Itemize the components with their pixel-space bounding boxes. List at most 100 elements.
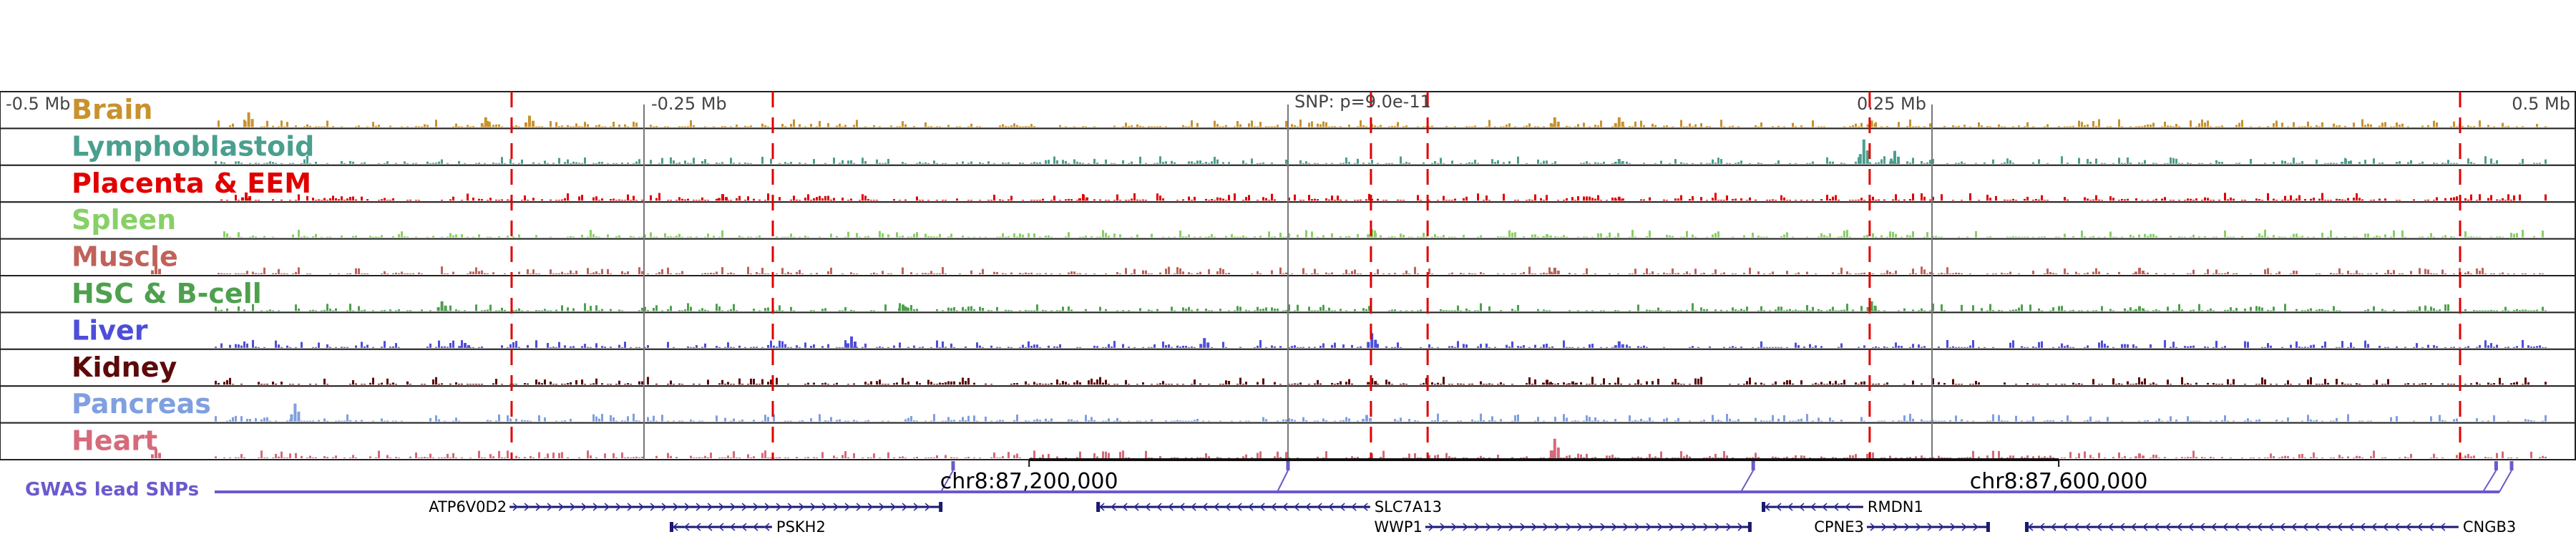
signal-bar	[653, 307, 655, 311]
signal-bar	[1254, 236, 1256, 238]
signal-bar	[1880, 126, 1883, 127]
signal-bar	[2107, 126, 2109, 127]
signal-bar	[1783, 382, 1785, 385]
signal-bar	[2473, 163, 2475, 164]
signal-bar	[1196, 122, 1199, 127]
signal-bar	[816, 197, 818, 201]
signal-bar	[2192, 420, 2195, 422]
signal-bar	[232, 123, 234, 127]
signal-bar	[2313, 420, 2315, 422]
signal-bar	[2009, 160, 2011, 164]
signal-bar	[335, 455, 337, 458]
signal-bar	[2267, 268, 2269, 274]
signal-bar	[781, 268, 784, 274]
signal-bar	[1912, 418, 1914, 422]
signal-bar	[381, 418, 383, 422]
signal-bar	[1480, 344, 1482, 348]
signal-bar	[329, 236, 331, 238]
signal-bar	[1425, 126, 1428, 127]
signal-bar	[535, 340, 537, 348]
signal-bar	[1377, 163, 1379, 164]
signal-bar	[1872, 196, 1874, 201]
signal-bar	[1586, 196, 1588, 201]
signal-bar	[799, 269, 801, 274]
gwas-track-label: GWAS lead SNPs	[25, 479, 199, 500]
signal-bar	[1883, 346, 1885, 348]
signal-bar	[1136, 420, 1138, 422]
signal-bar	[2038, 159, 2040, 164]
signal-bar	[1239, 236, 1241, 238]
signal-bar	[595, 416, 597, 422]
signal-bar	[2026, 420, 2029, 422]
signal-bar	[1832, 420, 1834, 422]
strand-forward-arrow-icon	[924, 503, 931, 511]
strand-reverse-arrow-icon	[1304, 503, 1311, 511]
signal-bar	[624, 420, 626, 422]
signal-bar	[2112, 347, 2114, 348]
signal-bar	[2207, 120, 2209, 127]
signal-bar	[1700, 163, 1702, 164]
signal-bar	[1949, 420, 1951, 422]
signal-bar	[498, 163, 500, 164]
signal-bar	[341, 235, 343, 238]
signal-bar	[2164, 340, 2166, 348]
signal-bar	[303, 236, 306, 238]
signal-bar	[507, 450, 509, 458]
signal-bar	[2347, 456, 2349, 458]
signal-bar	[1088, 380, 1090, 385]
signal-bar	[899, 126, 901, 127]
signal-bar	[1176, 267, 1179, 274]
signal-bar	[572, 346, 575, 348]
signal-bar	[853, 383, 855, 385]
signal-bar	[1176, 345, 1179, 348]
signal-bar	[1526, 163, 1528, 164]
strand-forward-arrow-icon	[547, 503, 553, 511]
signal-bar	[424, 124, 426, 127]
signal-bar	[361, 196, 363, 201]
signal-bar	[1428, 455, 1430, 458]
signal-bar	[2502, 198, 2504, 201]
signal-bar	[1314, 383, 1316, 385]
signal-bar	[907, 236, 909, 238]
signal-bar	[561, 420, 563, 422]
signal-bar	[810, 310, 812, 311]
signal-bar	[2384, 310, 2386, 311]
signal-bar	[1317, 199, 1319, 201]
signal-bar	[1780, 195, 1782, 201]
strand-forward-arrow-icon	[570, 503, 576, 511]
signal-bar	[1643, 199, 1645, 201]
signal-bar	[266, 163, 268, 164]
signal-bar	[615, 420, 618, 422]
signal-bar	[1285, 120, 1287, 127]
signal-bar	[1325, 198, 1327, 201]
signal-bar	[1777, 306, 1780, 311]
signal-bar	[801, 420, 804, 422]
signal-bar	[1119, 420, 1121, 422]
signal-bar	[1548, 347, 1551, 348]
strand-reverse-arrow-icon	[2290, 523, 2297, 531]
signal-bar	[1159, 156, 1161, 164]
signal-bar	[1749, 163, 1751, 164]
signal-bar	[1036, 304, 1038, 311]
signal-bar	[1766, 236, 1768, 238]
signal-bar	[2026, 236, 2029, 238]
signal-bar	[1165, 268, 1167, 274]
signal-bar	[1740, 198, 1742, 201]
signal-bar	[1199, 271, 1201, 274]
signal-bar	[2324, 310, 2326, 311]
strand-reverse-arrow-icon	[1224, 503, 1231, 511]
signal-bar	[887, 234, 889, 238]
signal-bar	[1463, 235, 1465, 238]
signal-bar	[1216, 124, 1219, 127]
signal-bar	[1013, 420, 1015, 422]
signal-bar	[567, 236, 569, 238]
signal-peak	[1870, 120, 1873, 127]
signal-bar	[386, 420, 389, 422]
signal-bar	[993, 452, 995, 458]
signal-bar	[779, 163, 781, 164]
signal-bar	[1563, 235, 1565, 238]
signal-bar	[2321, 309, 2323, 311]
signal-bar	[2470, 162, 2472, 164]
signal-bar	[2001, 272, 2003, 274]
strand-forward-arrow-icon	[1692, 523, 1698, 531]
